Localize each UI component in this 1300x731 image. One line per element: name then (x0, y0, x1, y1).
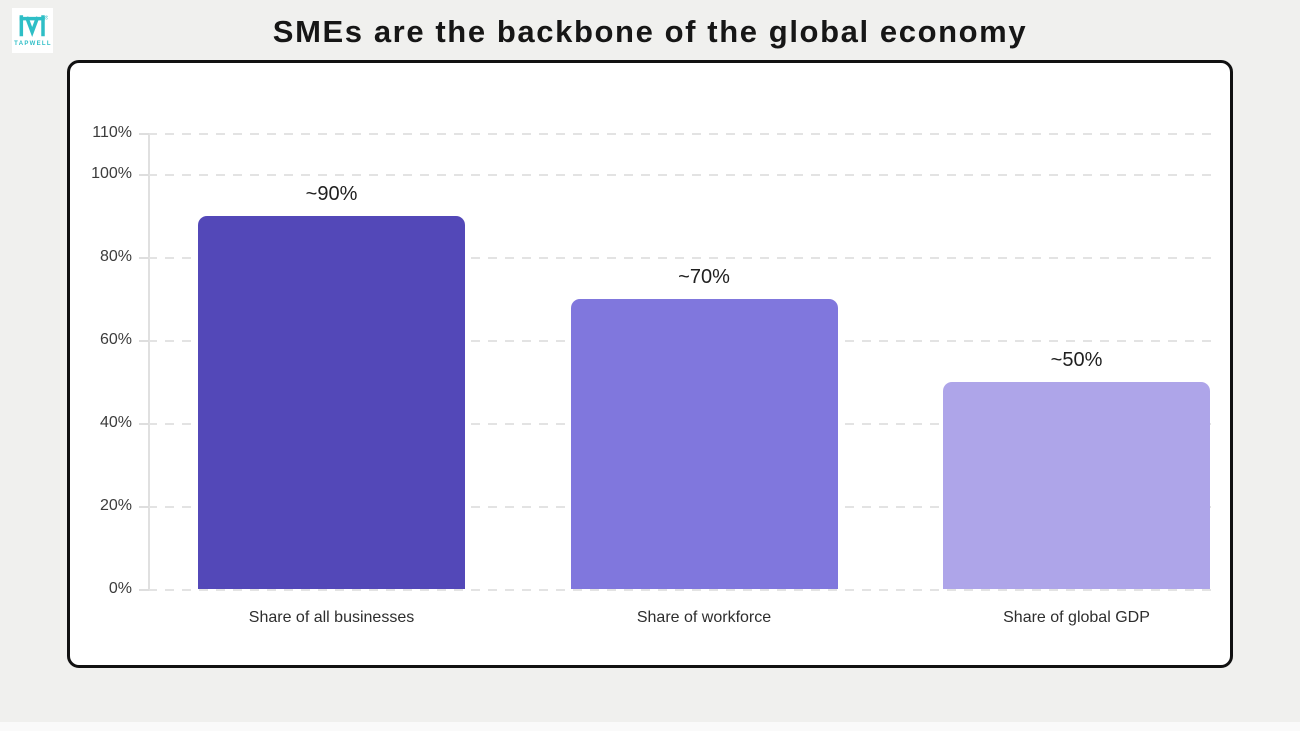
gridline-100 (148, 174, 1215, 176)
y-axis-label-80: 80% (99, 248, 132, 266)
chart-panel: 110% 100% 80% 60% 40% 20% 0% ~90% Share of all b… (67, 60, 1233, 668)
y-tick-100 (139, 174, 149, 176)
y-axis-label-100: 100% (91, 165, 132, 183)
y-tick-60 (139, 340, 149, 342)
y-tick-0 (139, 589, 149, 591)
bar-chart-plot-area: 110% 100% 80% 60% 40% 20% 0% ~90% Share of all b… (70, 63, 1230, 665)
bottom-strip (0, 722, 1300, 731)
gridline-110 (148, 133, 1215, 135)
x-axis-label-3: Share of global GDP (1003, 609, 1150, 626)
gridline-0 (148, 589, 1215, 591)
x-axis-label-2: Share of workforce (636, 609, 772, 626)
gridline-80 (148, 257, 1215, 259)
y-tick-110 (139, 133, 149, 135)
y-axis-label-0: 0% (108, 580, 132, 597)
tapwell-logo: ® TAPWELL (12, 8, 53, 53)
tapwell-monogram-icon: ® (19, 15, 48, 37)
bar-value-label-3: ~50% (1050, 348, 1103, 371)
page-title: SMEs are the backbone of the global econ… (272, 14, 1028, 49)
y-axis-line (148, 133, 150, 590)
bar-3 (943, 381, 1210, 589)
bar-1 (198, 215, 465, 589)
y-axis-label-60: 60% (99, 331, 132, 349)
y-axis-label-40: 40% (99, 414, 132, 432)
y-tick-80 (139, 257, 149, 259)
bar-value-label-1: ~90% (305, 182, 358, 205)
logo-brand-text: TAPWELL (14, 40, 52, 47)
y-tick-20 (139, 506, 149, 508)
y-axis-label-20: 20% (99, 497, 132, 515)
x-axis-label-1: Share of all businesses (248, 609, 415, 626)
y-axis-label-110: 110% (92, 124, 132, 141)
y-tick-40 (139, 423, 149, 425)
bar-2 (570, 298, 838, 589)
registered-mark: ® (44, 15, 47, 22)
bar-value-label-2: ~70% (678, 265, 730, 288)
